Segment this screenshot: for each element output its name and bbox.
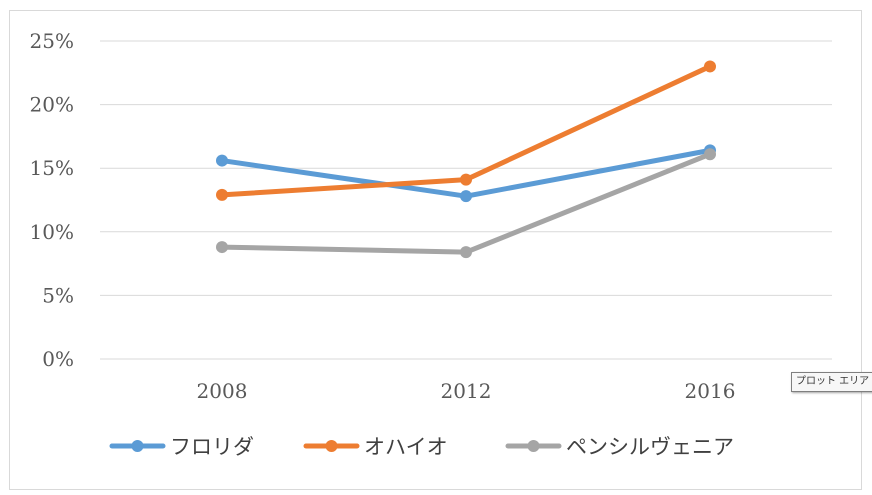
x-axis-labels: 2008 2012 2016 xyxy=(197,379,736,403)
legend-swatch-marker-2 xyxy=(325,440,338,452)
legend-item-2: オハイオ xyxy=(303,435,448,459)
gridlines xyxy=(100,40,832,360)
data-point-2-2012 xyxy=(460,173,472,186)
x-tick-label-2012: 2012 xyxy=(441,379,492,403)
series-2 xyxy=(216,60,716,201)
y-axis-labels: 0% 5% 10% 15% 20% 25% xyxy=(30,29,74,371)
y-tick-label-25: 25% xyxy=(30,29,74,53)
data-point-2-2016 xyxy=(704,60,716,73)
data-point-3-2016 xyxy=(704,148,716,161)
legend-label-1: フロリダ xyxy=(170,435,254,459)
legend: フロリダ オハイオ ペンシルヴェニア xyxy=(109,435,734,459)
series-1 xyxy=(216,144,716,203)
series-3 xyxy=(216,148,716,259)
legend-label-3: ペンシルヴェニア xyxy=(566,435,734,459)
data-point-2-2008 xyxy=(216,188,228,201)
plot-area-tooltip: プロット エリア xyxy=(791,372,872,392)
legend-label-2: オハイオ xyxy=(364,435,448,459)
y-tick-label-5: 5% xyxy=(42,283,74,307)
legend-item-1: フロリダ xyxy=(109,435,254,459)
x-tick-label-2016: 2016 xyxy=(685,379,736,403)
y-tick-label-0: 0% xyxy=(42,347,74,371)
legend-swatch-marker-3 xyxy=(527,440,540,452)
y-tick-label-20: 20% xyxy=(30,93,74,117)
y-tick-label-15: 15% xyxy=(30,156,74,180)
data-point-3-2012 xyxy=(460,246,472,259)
data-point-1-2012 xyxy=(460,190,472,203)
legend-item-3: ペンシルヴェニア xyxy=(505,435,734,459)
data-point-1-2008 xyxy=(216,154,228,167)
series-lines xyxy=(216,60,716,259)
x-tick-label-2008: 2008 xyxy=(197,379,248,403)
legend-swatch-marker-1 xyxy=(131,440,144,452)
y-tick-label-10: 10% xyxy=(30,220,74,244)
data-point-3-2008 xyxy=(216,241,228,254)
